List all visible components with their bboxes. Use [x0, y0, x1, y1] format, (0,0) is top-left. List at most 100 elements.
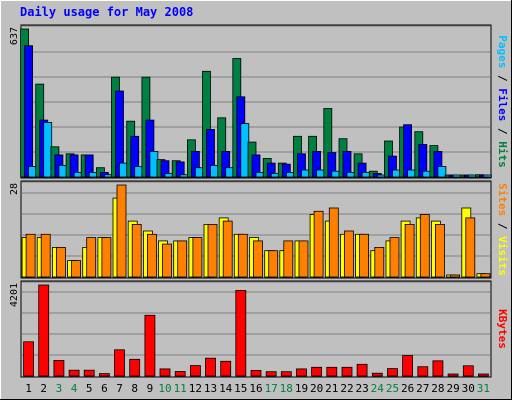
bar-sites-day-13 — [207, 223, 218, 278]
x-tick-label-day-7: 7 — [116, 382, 123, 395]
bar-files-day-26 — [403, 124, 413, 178]
x-tick-label-day-6: 6 — [101, 382, 108, 395]
bar-sites-day-6 — [101, 237, 112, 278]
bar-sites-day-1 — [25, 233, 36, 278]
bar-kbytes-day-9 — [144, 314, 156, 377]
bar-kbytes-day-22 — [341, 366, 353, 377]
panel-sites-visits: 28 Sites / Visits — [9, 180, 509, 279]
bar-kbytes-day-15 — [235, 289, 247, 377]
panel-frame — [20, 280, 492, 378]
bar-sites-day-26 — [404, 223, 415, 278]
bar-kbytes-day-27 — [417, 366, 429, 377]
bar-kbytes-day-10 — [159, 368, 171, 377]
x-tick-label-day-14: 14 — [219, 382, 233, 395]
x-tick-label-day-16: 16 — [249, 382, 262, 395]
bar-kbytes-day-26 — [402, 355, 414, 377]
legend-part: / — [496, 121, 509, 141]
panel-series-legend: KBytes — [496, 309, 509, 349]
bar-sites-day-2 — [40, 233, 51, 278]
bar-sites-day-8 — [131, 223, 142, 278]
x-tick-label-day-13: 13 — [204, 382, 217, 395]
x-tick-label-day-2: 2 — [40, 382, 47, 395]
x-tick-label-day-12: 12 — [189, 382, 202, 395]
panel-hits-files-pages: 637 Pages / Files / Hits — [9, 24, 509, 179]
x-axis-day-labels: 1 2 3 4 5 6 7 8 9 10 11 12 13 14 15 16 17 18 19 20 21 22 23 24 2… — [25, 382, 490, 395]
bar-pages-day-28 — [437, 166, 447, 178]
x-tick-label-day-15: 15 — [234, 382, 247, 395]
x-tick-label-day-9: 9 — [147, 382, 154, 395]
x-tick-label-day-24: 24 — [371, 382, 385, 395]
bar-files-day-1 — [24, 45, 34, 178]
bar-sites-day-10 — [162, 243, 172, 278]
bar-kbytes-day-29 — [447, 373, 459, 377]
bar-kbytes-day-20 — [311, 366, 323, 377]
x-tick-label-day-19: 19 — [295, 382, 308, 395]
bar-kbytes-day-28 — [432, 360, 444, 377]
chart-panels: 637 Pages / Files / Hits 28 Sites / Visits 4… — [9, 24, 509, 378]
bar-kbytes-day-17 — [265, 371, 277, 377]
chart-title: Daily usage for May 2008 — [20, 5, 193, 19]
bar-sites-day-30 — [465, 217, 476, 278]
bar-pages-day-24 — [376, 174, 386, 178]
panel-series-legend: Sites / Visits — [496, 183, 509, 276]
bar-pages-day-18 — [285, 171, 295, 178]
x-tick-label-day-10: 10 — [158, 382, 171, 395]
bar-kbytes-day-11 — [174, 371, 186, 377]
bar-sites-day-18 — [283, 240, 294, 278]
bar-kbytes-day-16 — [250, 369, 262, 377]
bar-pages-day-2 — [43, 122, 53, 178]
panel-ymax-label: 637 — [9, 27, 20, 45]
x-tick-label-day-25: 25 — [386, 382, 399, 395]
x-tick-label-day-17: 17 — [265, 382, 278, 395]
bar-sites-day-31 — [480, 273, 491, 278]
x-tick-label-day-5: 5 — [86, 382, 93, 395]
legend-part: KBytes — [496, 309, 509, 349]
x-tick-label-day-23: 23 — [355, 382, 368, 395]
bar-sites-day-12 — [192, 237, 203, 278]
bar-sites-day-27 — [419, 214, 430, 278]
bar-sites-day-21 — [328, 207, 339, 278]
bar-sites-day-5 — [86, 237, 97, 278]
x-tick-label-day-26: 26 — [401, 382, 414, 395]
x-tick-label-day-30: 30 — [462, 382, 475, 395]
x-tick-label-day-29: 29 — [446, 382, 459, 395]
legend-part: Hits — [496, 141, 509, 168]
bar-kbytes-day-23 — [356, 363, 368, 377]
bar-kbytes-day-18 — [280, 371, 292, 377]
bar-kbytes-day-8 — [129, 358, 141, 377]
legend-part: Visits — [496, 236, 509, 276]
legend-part: Pages — [496, 35, 509, 68]
bar-kbytes-day-30 — [462, 365, 474, 377]
bar-sites-day-9 — [146, 233, 157, 278]
panel-kbytes: 4201 KBytes — [9, 280, 509, 378]
x-tick-label-day-11: 11 — [174, 382, 187, 395]
bar-sites-day-7 — [116, 184, 127, 278]
bar-sites-day-19 — [298, 240, 309, 278]
bar-kbytes-day-12 — [189, 365, 201, 377]
bar-sites-day-17 — [268, 250, 279, 278]
bar-sites-day-14 — [222, 220, 233, 278]
x-tick-label-day-21: 21 — [325, 382, 338, 395]
legend-part: Files — [496, 88, 509, 121]
bar-sites-day-28 — [434, 223, 445, 278]
x-tick-label-day-28: 28 — [431, 382, 444, 395]
x-tick-label-day-8: 8 — [131, 382, 138, 395]
bar-kbytes-day-31 — [477, 373, 489, 377]
bar-kbytes-day-1 — [23, 341, 35, 377]
bar-kbytes-day-19 — [296, 368, 307, 377]
x-tick-label-day-4: 4 — [71, 382, 78, 395]
bar-sites-day-16 — [253, 240, 263, 278]
x-tick-label-day-3: 3 — [56, 382, 63, 395]
bar-sites-day-3 — [56, 246, 66, 278]
bar-sites-day-22 — [344, 230, 354, 278]
bar-kbytes-day-6 — [99, 373, 110, 377]
x-tick-label-day-22: 22 — [340, 382, 353, 395]
bar-pages-day-21 — [331, 170, 341, 178]
bar-sites-day-24 — [374, 246, 385, 278]
bar-kbytes-day-2 — [38, 284, 50, 377]
bar-pages-day-16 — [255, 171, 265, 178]
bar-kbytes-day-21 — [326, 366, 338, 377]
bar-sites-day-4 — [71, 260, 81, 278]
